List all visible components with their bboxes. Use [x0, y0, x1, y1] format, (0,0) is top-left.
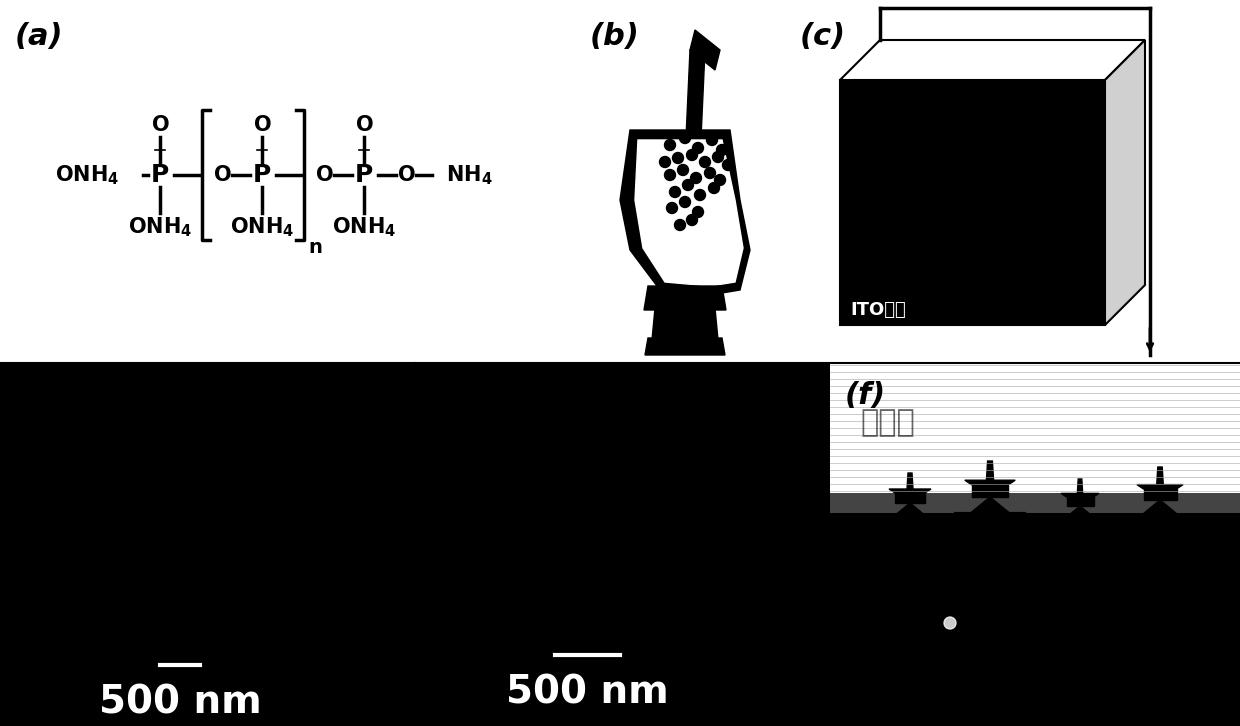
Circle shape [723, 160, 734, 171]
Bar [0, 363, 415, 726]
Text: $\mathbf{n}$: $\mathbf{n}$ [308, 238, 322, 257]
Polygon shape [689, 30, 720, 70]
Polygon shape [672, 155, 718, 175]
Text: $\mathbf{ONH_4}$: $\mathbf{ONH_4}$ [332, 215, 397, 239]
Circle shape [670, 187, 681, 197]
Circle shape [680, 133, 691, 144]
Polygon shape [895, 493, 925, 503]
Polygon shape [906, 473, 913, 489]
Polygon shape [1136, 500, 1184, 520]
Polygon shape [1053, 518, 1107, 522]
Circle shape [692, 206, 703, 218]
Bar [830, 363, 1240, 493]
Text: $\mathbf{O}$: $\mathbf{O}$ [151, 115, 170, 135]
Circle shape [717, 144, 728, 155]
Circle shape [665, 139, 676, 150]
Circle shape [694, 189, 706, 200]
Polygon shape [652, 308, 718, 340]
Polygon shape [839, 40, 1145, 80]
Text: (b): (b) [590, 22, 640, 51]
Polygon shape [1055, 522, 1105, 533]
Polygon shape [1105, 40, 1145, 325]
Circle shape [707, 134, 718, 145]
Polygon shape [644, 286, 725, 310]
Text: $\mathbf{P}$: $\mathbf{P}$ [355, 163, 373, 187]
Circle shape [714, 174, 725, 186]
Polygon shape [954, 513, 1025, 518]
Polygon shape [1078, 479, 1083, 494]
Bar [839, 80, 1105, 325]
Polygon shape [1066, 497, 1094, 506]
Polygon shape [1143, 489, 1177, 500]
Polygon shape [965, 480, 1016, 485]
Text: ITO玻璃: ITO玻璃 [849, 301, 905, 319]
Circle shape [713, 152, 723, 163]
Polygon shape [1127, 514, 1193, 520]
Polygon shape [1137, 484, 1183, 489]
Polygon shape [1130, 520, 1190, 533]
Circle shape [692, 142, 703, 153]
Circle shape [675, 219, 686, 230]
Circle shape [660, 157, 671, 168]
Text: $\mathbf{O}$: $\mathbf{O}$ [315, 165, 334, 185]
Bar [830, 493, 1240, 513]
Bar [830, 363, 1240, 726]
Text: $\mathbf{P}$: $\mathbf{P}$ [253, 163, 272, 187]
Circle shape [667, 203, 677, 213]
Polygon shape [972, 485, 1008, 497]
Circle shape [665, 169, 676, 181]
Text: $\mathbf{O}$: $\mathbf{O}$ [253, 115, 272, 135]
Text: (f): (f) [844, 381, 887, 410]
Polygon shape [1061, 494, 1099, 497]
Polygon shape [1060, 506, 1100, 522]
Text: $\mathbf{ONH_4}$: $\mathbf{ONH_4}$ [229, 215, 294, 239]
Polygon shape [956, 518, 1023, 533]
Text: $\mathbf{ONH_4}$: $\mathbf{ONH_4}$ [128, 215, 192, 239]
Circle shape [691, 173, 702, 184]
Circle shape [677, 165, 688, 176]
Polygon shape [963, 497, 1017, 518]
Circle shape [708, 182, 719, 194]
Text: $\mathbf{P}$: $\mathbf{P}$ [150, 163, 170, 187]
Polygon shape [889, 489, 931, 493]
Polygon shape [645, 338, 725, 355]
Circle shape [682, 179, 693, 190]
Polygon shape [635, 140, 743, 286]
Bar [830, 533, 1240, 726]
Polygon shape [888, 503, 932, 521]
Circle shape [699, 157, 711, 168]
Polygon shape [986, 461, 993, 480]
Text: $\mathbf{NH_4}$: $\mathbf{NH_4}$ [446, 163, 492, 187]
Text: 500 nm: 500 nm [506, 673, 668, 711]
Polygon shape [684, 50, 706, 160]
Circle shape [680, 197, 691, 208]
Text: (a): (a) [15, 22, 63, 51]
Bar [415, 363, 830, 726]
Circle shape [687, 150, 697, 160]
Polygon shape [620, 130, 750, 295]
Polygon shape [1157, 467, 1163, 484]
Text: $\mathbf{O}$: $\mathbf{O}$ [213, 165, 232, 185]
Polygon shape [880, 516, 940, 521]
Circle shape [672, 152, 683, 163]
Polygon shape [882, 521, 937, 533]
Circle shape [944, 617, 956, 629]
Text: $\mathbf{O}$: $\mathbf{O}$ [355, 115, 373, 135]
Circle shape [687, 214, 697, 226]
Circle shape [704, 168, 715, 179]
Text: 500 nm: 500 nm [99, 683, 262, 721]
Text: 乙二金: 乙二金 [861, 409, 915, 438]
Text: $\mathbf{O}$: $\mathbf{O}$ [397, 165, 415, 185]
Text: (c): (c) [800, 22, 846, 51]
Text: $\mathbf{ONH_4}$: $\mathbf{ONH_4}$ [55, 163, 119, 187]
